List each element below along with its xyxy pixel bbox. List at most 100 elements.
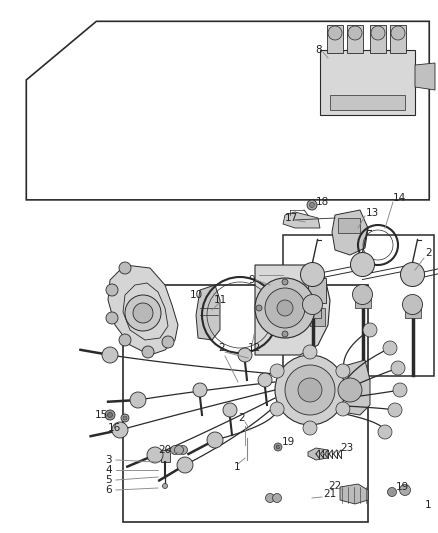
Bar [390, 25, 406, 53]
Circle shape [147, 447, 163, 463]
Text: 19: 19 [396, 482, 409, 492]
Text: 12: 12 [248, 343, 261, 353]
Bar [354, 289, 371, 308]
Text: 1: 1 [234, 462, 240, 472]
Circle shape [303, 345, 317, 359]
Circle shape [300, 263, 325, 287]
Circle shape [142, 346, 154, 358]
Text: 15: 15 [95, 410, 108, 420]
Circle shape [107, 413, 113, 417]
Bar [330, 95, 405, 110]
Circle shape [119, 262, 131, 274]
Circle shape [106, 284, 118, 296]
Circle shape [123, 416, 127, 420]
Polygon shape [330, 360, 370, 415]
Bar [283, 235, 434, 376]
Circle shape [403, 295, 423, 314]
Circle shape [328, 26, 342, 40]
Circle shape [353, 285, 372, 304]
Circle shape [282, 279, 288, 285]
Circle shape [391, 361, 405, 375]
Circle shape [336, 402, 350, 416]
Circle shape [393, 383, 407, 397]
Text: 20: 20 [158, 445, 171, 455]
Polygon shape [415, 63, 435, 90]
Circle shape [272, 494, 282, 503]
Text: 17: 17 [285, 213, 298, 223]
Circle shape [207, 432, 223, 448]
Circle shape [371, 26, 385, 40]
Circle shape [121, 414, 129, 422]
Circle shape [265, 288, 305, 328]
Circle shape [102, 347, 118, 363]
Bar [347, 25, 363, 53]
Circle shape [270, 402, 284, 416]
Circle shape [276, 445, 280, 449]
Circle shape [130, 392, 146, 408]
Text: 23: 23 [340, 443, 353, 453]
Circle shape [348, 26, 362, 40]
Bar [327, 25, 343, 53]
Text: 3: 3 [105, 455, 112, 465]
Polygon shape [320, 50, 415, 115]
Bar [370, 25, 386, 53]
Circle shape [399, 484, 410, 496]
Circle shape [133, 303, 153, 323]
Circle shape [285, 365, 335, 415]
Text: 16: 16 [108, 423, 121, 433]
Text: 11: 11 [214, 295, 227, 305]
Text: 22: 22 [328, 481, 341, 491]
Circle shape [125, 295, 161, 331]
Text: 9: 9 [248, 275, 255, 285]
Text: 10: 10 [190, 290, 203, 300]
Text: 14: 14 [393, 193, 406, 203]
Polygon shape [332, 210, 368, 255]
Circle shape [388, 488, 396, 497]
Circle shape [223, 403, 237, 417]
Circle shape [338, 378, 362, 402]
Circle shape [336, 364, 350, 378]
Text: 8: 8 [315, 45, 321, 55]
Circle shape [277, 300, 293, 316]
Circle shape [162, 483, 167, 489]
Polygon shape [108, 265, 178, 355]
Circle shape [274, 443, 282, 451]
Text: 2: 2 [425, 248, 431, 258]
Circle shape [256, 305, 262, 311]
Circle shape [177, 457, 193, 473]
Circle shape [303, 421, 317, 435]
Circle shape [170, 446, 180, 455]
Text: 19: 19 [282, 437, 295, 447]
Text: 2: 2 [238, 413, 245, 423]
Circle shape [400, 263, 424, 287]
Polygon shape [340, 484, 368, 504]
Circle shape [378, 425, 392, 439]
Text: 1: 1 [425, 500, 431, 510]
Circle shape [119, 334, 131, 346]
Circle shape [298, 378, 322, 402]
Text: 21: 21 [323, 489, 336, 499]
Polygon shape [308, 448, 328, 460]
Polygon shape [283, 212, 320, 228]
Bar [123, 285, 368, 522]
Bar [304, 300, 321, 318]
Text: 5: 5 [105, 475, 112, 485]
Bar [405, 300, 420, 318]
Circle shape [363, 323, 377, 337]
Circle shape [105, 410, 115, 420]
Circle shape [310, 203, 314, 207]
Text: 13: 13 [366, 208, 379, 218]
Text: 4: 4 [105, 465, 112, 475]
Polygon shape [255, 265, 330, 355]
Circle shape [307, 200, 317, 210]
Circle shape [391, 26, 405, 40]
Circle shape [106, 312, 118, 324]
Circle shape [270, 364, 284, 378]
Circle shape [275, 355, 345, 425]
Bar [308, 278, 326, 303]
Circle shape [388, 403, 402, 417]
Circle shape [193, 383, 207, 397]
Circle shape [179, 446, 187, 455]
Circle shape [282, 331, 288, 337]
Circle shape [238, 348, 252, 362]
